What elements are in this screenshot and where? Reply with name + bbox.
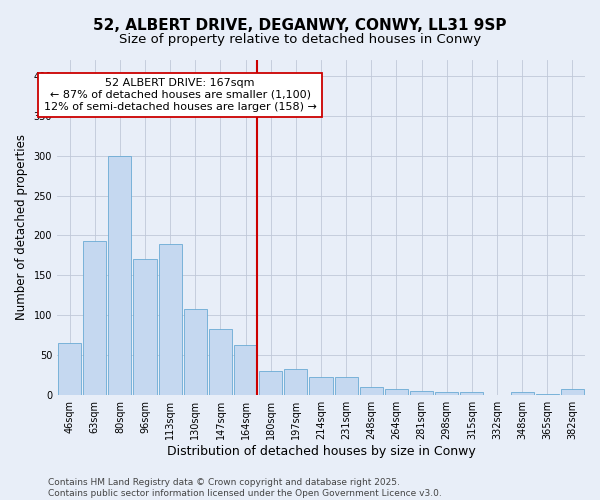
- Text: 52 ALBERT DRIVE: 167sqm
← 87% of detached houses are smaller (1,100)
12% of semi: 52 ALBERT DRIVE: 167sqm ← 87% of detache…: [44, 78, 317, 112]
- Bar: [536, 394, 559, 395]
- Bar: [83, 241, 106, 395]
- Bar: [460, 392, 484, 395]
- Bar: [158, 244, 182, 395]
- Text: Contains HM Land Registry data © Crown copyright and database right 2025.
Contai: Contains HM Land Registry data © Crown c…: [48, 478, 442, 498]
- Bar: [284, 368, 307, 395]
- Bar: [561, 390, 584, 395]
- Bar: [184, 308, 207, 395]
- Bar: [58, 343, 81, 395]
- Bar: [234, 344, 257, 395]
- X-axis label: Distribution of detached houses by size in Conwy: Distribution of detached houses by size …: [167, 444, 475, 458]
- Bar: [109, 156, 131, 395]
- Bar: [435, 392, 458, 395]
- Bar: [511, 392, 534, 395]
- Bar: [310, 378, 332, 395]
- Text: Size of property relative to detached houses in Conwy: Size of property relative to detached ho…: [119, 32, 481, 46]
- Bar: [410, 391, 433, 395]
- Bar: [209, 330, 232, 395]
- Bar: [133, 260, 157, 395]
- Y-axis label: Number of detached properties: Number of detached properties: [15, 134, 28, 320]
- Bar: [360, 387, 383, 395]
- Text: 52, ALBERT DRIVE, DEGANWY, CONWY, LL31 9SP: 52, ALBERT DRIVE, DEGANWY, CONWY, LL31 9…: [93, 18, 507, 32]
- Bar: [259, 371, 283, 395]
- Bar: [335, 378, 358, 395]
- Bar: [385, 390, 408, 395]
